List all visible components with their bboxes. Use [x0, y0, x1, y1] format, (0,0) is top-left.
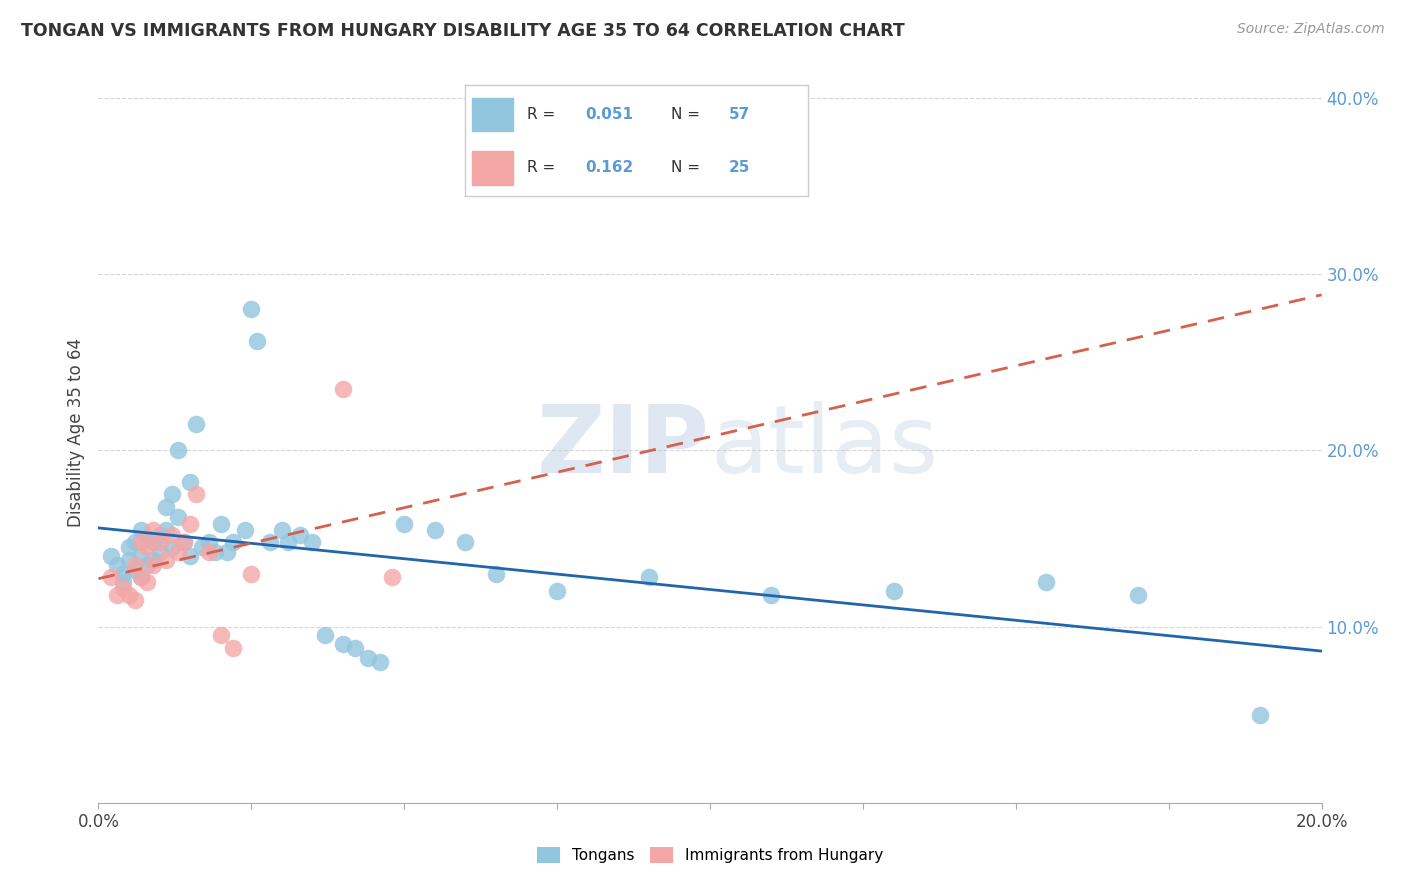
Point — [179, 517, 201, 532]
Point — [301, 535, 323, 549]
Point — [197, 535, 219, 549]
Point — [259, 535, 281, 549]
Point — [142, 535, 165, 549]
Point — [637, 570, 661, 584]
Point — [209, 517, 232, 532]
Text: Source: ZipAtlas.com: Source: ZipAtlas.com — [1237, 22, 1385, 37]
Legend: Tongans, Immigrants from Hungary: Tongans, Immigrants from Hungary — [531, 841, 889, 869]
Point — [100, 549, 122, 563]
Point — [142, 558, 165, 572]
Point — [129, 523, 152, 537]
Point — [111, 575, 134, 590]
Point — [129, 570, 152, 584]
Point — [179, 549, 201, 563]
Point — [290, 528, 312, 542]
Point — [173, 535, 195, 549]
Point — [142, 552, 165, 566]
Point — [381, 570, 404, 584]
Text: TONGAN VS IMMIGRANTS FROM HUNGARY DISABILITY AGE 35 TO 64 CORRELATION CHART: TONGAN VS IMMIGRANTS FROM HUNGARY DISABI… — [21, 22, 905, 40]
Point — [118, 588, 141, 602]
Point — [1035, 575, 1057, 590]
Point — [173, 535, 195, 549]
Text: atlas: atlas — [710, 401, 938, 493]
Point — [136, 540, 159, 554]
Point — [209, 628, 232, 642]
Point — [118, 552, 141, 566]
Point — [136, 575, 159, 590]
Point — [883, 584, 905, 599]
Point — [129, 570, 152, 584]
Point — [546, 584, 568, 599]
Point — [186, 417, 208, 431]
Point — [344, 640, 367, 655]
Point — [155, 500, 177, 514]
Point — [233, 523, 256, 537]
Point — [124, 558, 146, 572]
Point — [222, 535, 245, 549]
Point — [240, 566, 263, 581]
Point — [246, 334, 269, 348]
Point — [149, 528, 172, 542]
Point — [332, 382, 354, 396]
Point — [392, 517, 416, 532]
Point — [160, 540, 183, 554]
Point — [485, 566, 508, 581]
Point — [423, 523, 446, 537]
Point — [277, 535, 299, 549]
Point — [1249, 707, 1271, 722]
Point — [129, 549, 152, 563]
Point — [155, 523, 177, 537]
Point — [105, 588, 128, 602]
Point — [197, 545, 219, 559]
Y-axis label: Disability Age 35 to 64: Disability Age 35 to 64 — [66, 338, 84, 527]
Point — [204, 545, 226, 559]
Point — [240, 302, 263, 317]
Point — [124, 593, 146, 607]
Point — [191, 540, 214, 554]
Point — [155, 552, 177, 566]
Point — [222, 640, 245, 655]
Point — [118, 540, 141, 554]
Point — [160, 487, 183, 501]
Point — [124, 563, 146, 577]
Point — [368, 655, 391, 669]
Point — [136, 532, 159, 546]
Point — [160, 528, 183, 542]
Point — [167, 510, 190, 524]
Point — [356, 651, 378, 665]
Point — [332, 637, 354, 651]
Point — [179, 475, 201, 489]
Point — [142, 523, 165, 537]
Point — [759, 588, 782, 602]
Point — [1128, 588, 1150, 602]
Point — [111, 566, 134, 581]
Point — [454, 535, 477, 549]
Point — [186, 487, 208, 501]
Point — [270, 523, 292, 537]
Point — [167, 545, 190, 559]
Point — [314, 628, 336, 642]
Point — [105, 558, 128, 572]
Point — [124, 535, 146, 549]
Point — [149, 545, 172, 559]
Point — [136, 558, 159, 572]
Point — [215, 545, 238, 559]
Point — [100, 570, 122, 584]
Point — [149, 535, 172, 549]
Point — [167, 443, 190, 458]
Text: ZIP: ZIP — [537, 401, 710, 493]
Point — [111, 581, 134, 595]
Point — [129, 535, 152, 549]
